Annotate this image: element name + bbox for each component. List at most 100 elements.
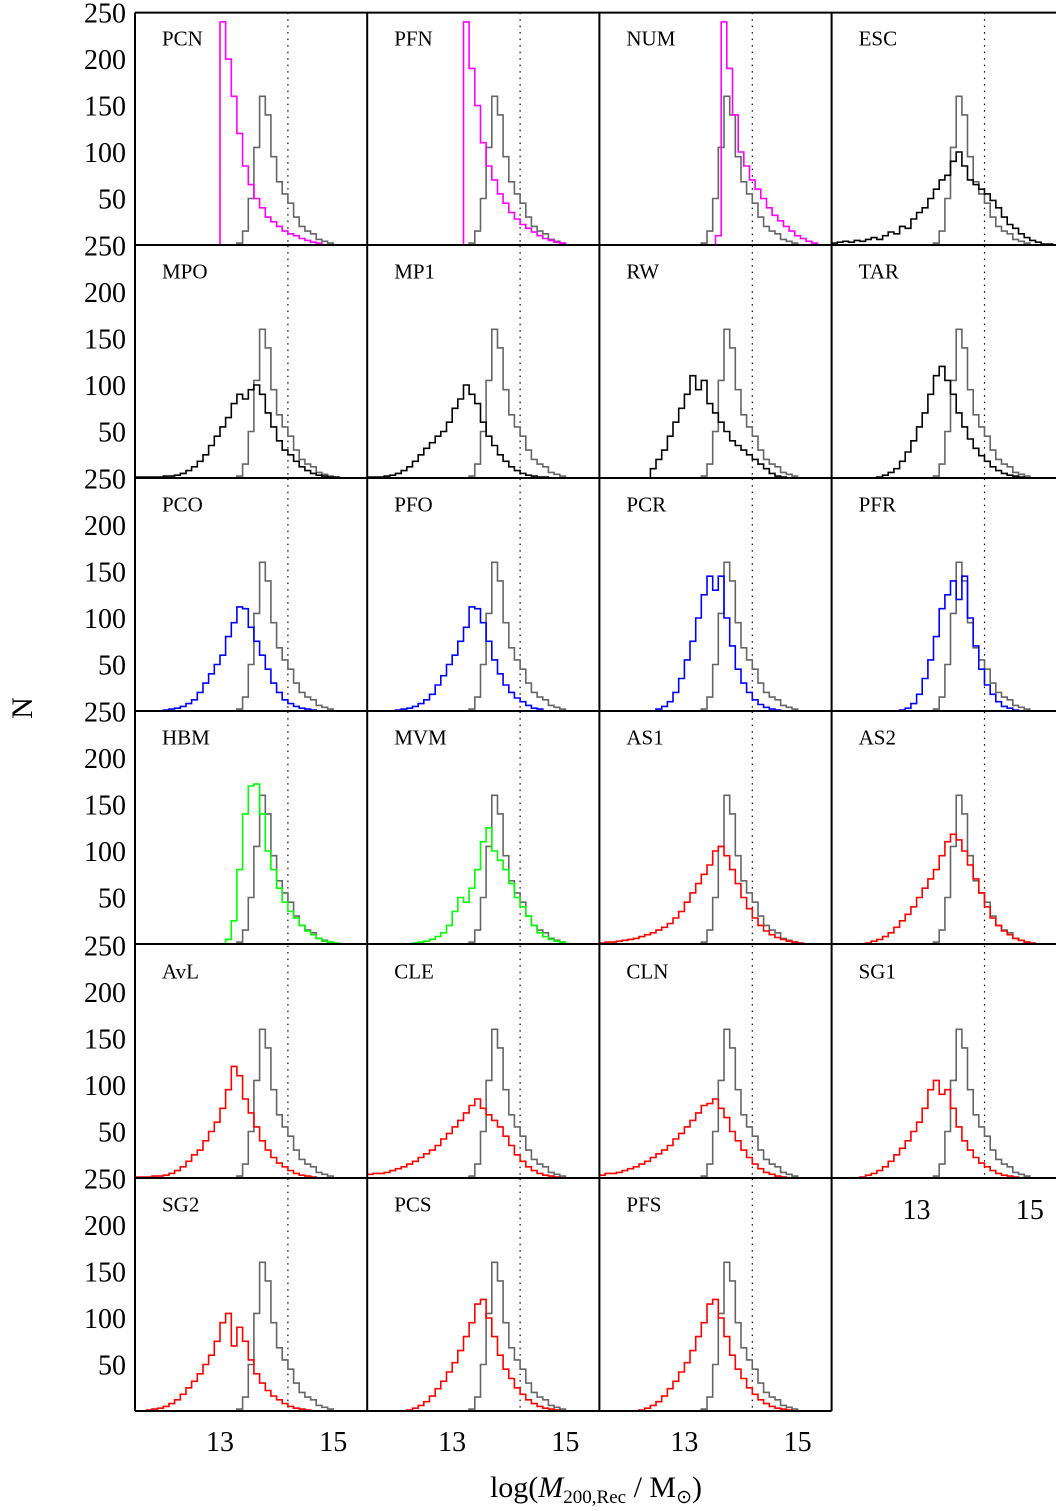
panel-label-num: NUM [626, 27, 675, 51]
reference-histogram [932, 1028, 1031, 1178]
reference-histogram [932, 328, 1031, 478]
y-tick-label: 100 [84, 1071, 126, 1102]
x-axis-label-open: log( [490, 1471, 538, 1504]
recovered-histogram-mpo [135, 384, 340, 478]
y-tick-label: 200 [84, 45, 126, 76]
reference-histogram [700, 1028, 799, 1178]
panel-pcs [406, 1178, 567, 1411]
panel-label-tar: TAR [859, 260, 899, 284]
recovered-histogram-pco [162, 606, 317, 711]
panel-label-hbm: HBM [162, 726, 210, 750]
x-axis-label-unit: / M [626, 1471, 676, 1504]
recovered-histogram-mp1 [367, 384, 550, 478]
recovered-histogram-pfo [394, 606, 544, 711]
panel-label-sg1: SG1 [859, 960, 896, 984]
y-tick-label: 150 [84, 791, 126, 822]
y-tick-label: 250 [84, 232, 126, 263]
panel-rw [649, 245, 799, 478]
reference-histogram [932, 95, 1031, 245]
reference-histogram [236, 561, 334, 711]
reference-histogram [468, 561, 567, 711]
reference-histogram [468, 1028, 567, 1178]
reference-histogram [236, 328, 334, 478]
reference-histogram [468, 1261, 567, 1411]
panel-label-pfr: PFR [859, 493, 896, 517]
y-tick-label: 250 [84, 0, 126, 30]
x-tick-label: 15 [784, 1427, 812, 1458]
x-tick-label: 15 [1016, 1195, 1044, 1226]
panel-mpo [135, 245, 340, 478]
y-tick-label: 50 [98, 185, 126, 216]
panel-label-pfn: PFN [394, 27, 433, 51]
recovered-histogram-num [714, 21, 819, 245]
panel-label-sg2: SG2 [162, 1193, 199, 1217]
y-tick-label: 200 [84, 978, 126, 1009]
y-tick-label: 100 [84, 138, 126, 169]
panel-num [700, 12, 819, 245]
recovered-histogram-cln [599, 1098, 788, 1178]
reference-histogram [932, 561, 1031, 711]
panel-mp1 [367, 245, 567, 478]
panel-label-pcr: PCR [626, 493, 666, 517]
recovered-histogram-pfr [898, 575, 1020, 711]
panel-as1 [599, 711, 805, 944]
y-tick-label: 100 [84, 604, 126, 635]
y-tick-label: 100 [84, 837, 126, 868]
axis-labels-layer: 50 100 150 200 250 50 100 150 200 250 50 100 150 200 2… [84, 0, 1044, 1458]
reference-histogram [932, 794, 1031, 944]
panel-pco [162, 478, 334, 711]
x-tick-label: 15 [551, 1427, 579, 1458]
recovered-histogram-mvm [411, 827, 567, 944]
reference-histogram [236, 794, 334, 944]
panel-pfn [462, 12, 567, 245]
y-tick-label: 150 [84, 1025, 126, 1056]
panel-label-esc: ESC [859, 27, 898, 51]
x-tick-label: 13 [670, 1427, 698, 1458]
recovered-histogram-as1 [599, 845, 805, 944]
panel-sg1 [859, 945, 1031, 1178]
reference-histogram [700, 328, 799, 478]
recovered-histogram-pcn [219, 21, 323, 245]
panel-pcr [655, 478, 799, 711]
recovered-histogram-pfn [462, 21, 567, 245]
y-tick-label: 250 [84, 698, 126, 729]
y-axis-label: N [6, 697, 39, 719]
panel-as2 [864, 711, 1037, 944]
panel-tar [876, 245, 1031, 478]
recovered-histogram-pfs [638, 1298, 793, 1411]
reference-histogram [700, 794, 799, 944]
panel-label-pcn: PCN [162, 27, 203, 51]
recovered-histogram-sg2 [145, 1312, 312, 1411]
reference-histogram [700, 561, 799, 711]
recovered-histogram-cle [367, 1098, 561, 1178]
y-tick-label: 150 [84, 1258, 126, 1289]
frames-layer [134, 11, 1056, 1412]
panel-hbm [224, 711, 340, 944]
reference-histogram [468, 328, 567, 478]
x-tick-label: 15 [319, 1427, 347, 1458]
recovered-histogram-tar [876, 365, 1025, 478]
recovered-histogram-esc [831, 151, 1054, 245]
recovered-histogram-sg1 [859, 1079, 1020, 1178]
y-tick-label: 150 [84, 558, 126, 589]
recovered-histogram-avl [135, 1065, 317, 1178]
y-tick-label: 100 [84, 371, 126, 402]
panel-label-mvm: MVM [394, 726, 447, 750]
panels-layer: PCN PFN NUM ESC MPO MP1 RW TAR PCO PFO PCR PFR HBM MV… [135, 12, 1054, 1411]
y-tick-label: 50 [98, 1351, 126, 1382]
x-tick-label: 13 [438, 1427, 466, 1458]
panel-label-pfo: PFO [394, 493, 433, 517]
x-axis-label-close: ) [692, 1471, 702, 1504]
panel-sg2 [145, 1178, 334, 1411]
panel-label-pco: PCO [162, 493, 203, 517]
panel-cln [599, 945, 799, 1178]
panel-label-as2: AS2 [859, 726, 896, 750]
x-tick-label: 13 [206, 1427, 234, 1458]
reference-histogram [236, 1028, 334, 1178]
panel-pcn [219, 12, 334, 245]
panel-label-rw: RW [626, 260, 659, 284]
y-tick-label: 250 [84, 465, 126, 496]
recovered-histogram-pcr [655, 575, 782, 711]
panel-avl [135, 945, 334, 1178]
x-axis-label-subscript: 200,Rec [563, 1487, 626, 1508]
